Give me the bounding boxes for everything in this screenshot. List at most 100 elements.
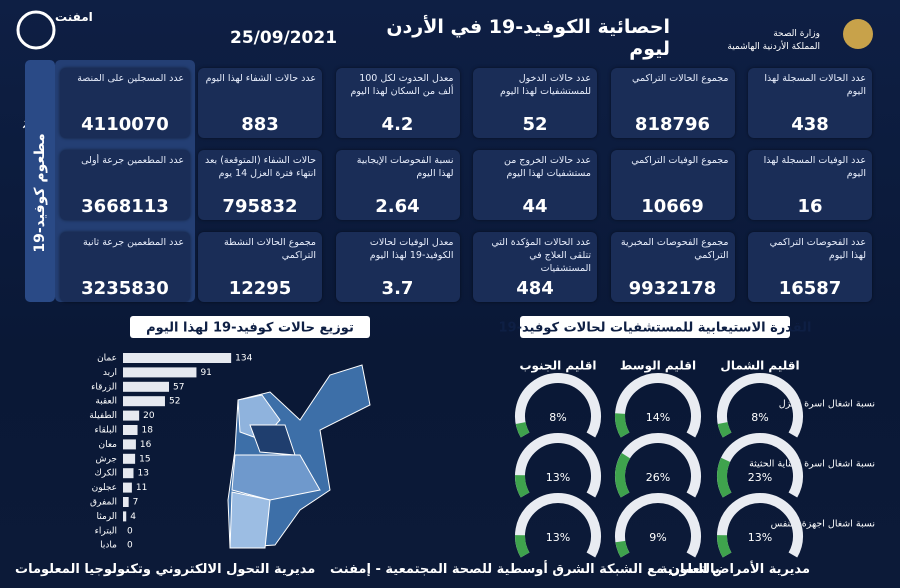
gauge-fill	[615, 413, 630, 438]
stat-value: 12295	[228, 278, 292, 299]
stat-value: 16587	[778, 278, 842, 299]
bar	[123, 439, 136, 450]
value-label: 134	[235, 354, 252, 364]
bar	[123, 482, 132, 493]
stat-value: 10669	[641, 196, 704, 217]
value-label: 18	[142, 426, 154, 436]
stat-value: 795832	[222, 196, 298, 217]
value-label: 7	[133, 498, 139, 508]
footer-text: مديرية التحول الالكتروني وتكنولوجيا المع…	[15, 562, 316, 577]
bar	[123, 353, 232, 363]
stat-tile: حالات الشفاء (المتوقعة) بعد انتهاء فترة …	[198, 150, 322, 220]
legend-label: اقليم الشمال	[720, 359, 799, 373]
stat-label: عدد الحالات المسجلة لهذا اليوم	[764, 73, 866, 97]
stat-label: مجموع الحالات التراكمي	[632, 73, 729, 84]
stat-value: 818796	[634, 114, 711, 135]
gauge-track	[615, 493, 701, 558]
emblem	[843, 19, 873, 49]
stat-label: عدد حالات الخروج من مستشفيات لهذا اليوم	[503, 155, 591, 179]
chart-title-box	[520, 316, 790, 338]
stat-label: عدد المطعمين جرعة ثانية	[83, 237, 184, 248]
bar	[123, 367, 197, 378]
stat-label: مجموع الفحوصات المخبرية التراكمي	[620, 237, 729, 261]
gauge-track	[717, 373, 803, 438]
footer-text: مديرية الأمراض السارية	[659, 562, 810, 577]
bar	[123, 410, 140, 421]
category-label: الكرك	[94, 469, 117, 479]
stat-label: نسبة الفحوصات الإيجابية لهذا اليوم	[356, 155, 454, 179]
stat-value: 16	[797, 196, 823, 217]
stat-value: 44	[522, 196, 548, 217]
logo-text: امفنت	[55, 10, 93, 24]
gauge-fill	[515, 535, 530, 558]
category-label: مادبا	[100, 541, 117, 551]
bar	[123, 396, 165, 407]
stat-value: 9932178	[628, 278, 717, 299]
category-label: البتراء	[95, 526, 117, 536]
stat-label: حالات الشفاء (المتوقعة) بعد انتهاء فترة …	[204, 155, 316, 179]
vaccination-strip: مطعوم كوفيد-19	[25, 60, 55, 302]
stat-value: 52	[522, 114, 548, 135]
gauge-fill	[717, 457, 732, 498]
stat-value: 3235830	[81, 278, 169, 299]
legend-label: اقليم الوسط	[620, 359, 696, 374]
stat-tile: عدد حالات الدخول للمستشفيات لهذا اليوم 52	[473, 68, 597, 138]
value-label: 13	[137, 469, 148, 479]
value-label: 91	[200, 368, 211, 378]
row-label: نسبة اشغال اجهزة التنفس	[771, 519, 875, 530]
value-label: 57	[173, 382, 184, 392]
category-label: البلقاء	[95, 426, 117, 436]
value-label: 0	[127, 526, 133, 536]
bar	[123, 453, 136, 464]
stat-tile: مجموع الفحوصات المخبرية التراكمي 9932178	[610, 232, 735, 302]
stat-label: عدد الوفيات المسجلة لهذا اليوم	[763, 155, 866, 179]
stat-label: مجموع الوفيات التراكمي	[631, 155, 729, 166]
value-label: 20	[143, 411, 155, 421]
stat-label: عدد الحالات المؤكدة التي تتلقى العلاج في…	[491, 237, 591, 274]
stat-tile: عدد المطعمين جرعة ثانية 3235830	[60, 232, 190, 302]
category-label: الطفيلة	[89, 411, 117, 421]
stat-label: معدل الحدوث لكل 100 ألف من السكان لهذا ا…	[350, 73, 454, 97]
stat-value: 484	[516, 278, 554, 299]
ministry-line: المملكة الأردنية الهاشمية	[727, 42, 820, 52]
chart-title: القدرة الاستيعابية للمستشفيات لحالات كوف…	[499, 321, 812, 336]
title: احصائية الكوفيد-19 في الأردن ليوم	[386, 16, 670, 60]
stat-tile: عدد المطعمين جرعة أولى 3668113	[60, 150, 190, 220]
category-label: جرش	[95, 454, 117, 464]
stat-value: 4.2	[381, 114, 414, 135]
stat-tile: عدد الوفيات المسجلة لهذا اليوم 16	[748, 150, 872, 220]
stat-tile: مجموع الوفيات التراكمي 10669	[610, 150, 735, 220]
category-label: الزرقاء	[91, 382, 117, 392]
stat-tile: مجموع الحالات التراكمي 818796	[610, 68, 735, 138]
date: 25/09/2021	[230, 28, 338, 48]
gauge-fill	[615, 540, 630, 558]
value-label: 0	[127, 541, 133, 551]
stat-value: 3.7	[381, 278, 414, 299]
gauge-fill	[515, 421, 530, 438]
gauge-label: 9%	[649, 531, 666, 544]
stat-tile: عدد المسجلين على المنصة 4110070	[60, 68, 190, 138]
stat-tile: معدل الوفيات لحالات الكوفيد-19 لهذا اليو…	[335, 232, 460, 302]
gauge-label: 13%	[748, 531, 772, 544]
stat-value: 4110070	[81, 114, 169, 135]
stat-value: 438	[791, 114, 829, 135]
chart-title-box	[130, 316, 370, 338]
row-label: نسبة اشغال اسرة العزل	[779, 399, 875, 410]
gauge-label: 14%	[646, 411, 670, 424]
bar	[123, 468, 134, 479]
stat-label: مجموع الحالات النشطة التراكمي	[223, 237, 316, 261]
chart-title: توزيع حالات كوفيد-19 لهذا اليوم	[146, 321, 354, 336]
value-label: 4	[130, 512, 136, 522]
footer-text: بالتعاون مع الشبكة الشرق أوسطية للصحة ال…	[330, 562, 720, 577]
stat-tile: معدل الحدوث لكل 100 ألف من السكان لهذا ا…	[335, 68, 460, 138]
category-label: معان	[98, 440, 117, 450]
row-label: نسبة اشغال اسرة العناية الحثيثة	[749, 459, 875, 470]
stat-value: 883	[241, 114, 279, 135]
bar	[123, 497, 129, 507]
category-label: المفرق	[90, 498, 117, 508]
gauge-track	[515, 493, 601, 558]
category-label: العقبة	[95, 397, 117, 407]
